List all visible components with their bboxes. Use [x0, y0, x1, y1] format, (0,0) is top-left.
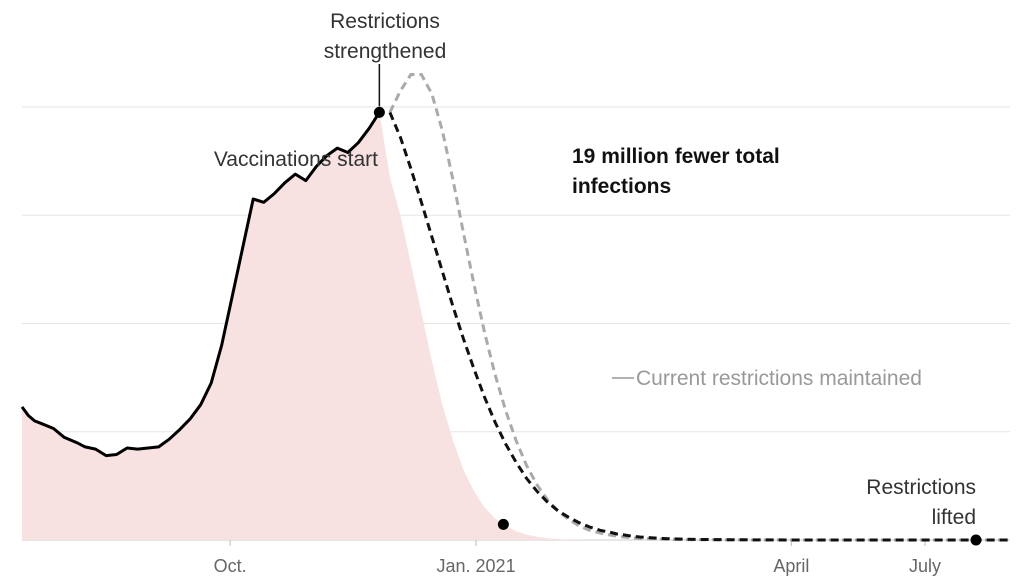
restrictions-strengthened-label-line2: strengthened: [324, 40, 447, 63]
restrictions-lifted-marker: [970, 534, 982, 546]
restrictions-strengthened-label-line1: Restrictions: [330, 10, 440, 33]
vaccinations-start-label: Vaccinations start: [214, 148, 378, 171]
x-tick-label: April: [773, 556, 809, 576]
fewer-infections-label-line2: infections: [572, 175, 671, 198]
actual-infections-area: [22, 112, 649, 541]
x-tick-label: Jan. 2021: [437, 556, 516, 576]
vaccinations-start-marker: [497, 518, 509, 530]
restrictions-lifted-line: [388, 111, 1010, 542]
x-tick-label: Oct.: [214, 556, 247, 576]
fewer-infections-label-line1: 19 million fewer total: [572, 145, 780, 168]
actual-infections-line: [20, 111, 381, 458]
x-tick-label: July: [909, 556, 941, 576]
x-axis: Oct. Jan. 2021 April July: [214, 540, 941, 576]
restrictions-strengthened-marker: [373, 106, 385, 118]
restrictions-lifted-label-line1: Restrictions: [866, 476, 976, 499]
current-restrictions-label: Current restrictions maintained: [636, 367, 922, 390]
restrictions-lifted-label-line2: lifted: [932, 506, 976, 529]
